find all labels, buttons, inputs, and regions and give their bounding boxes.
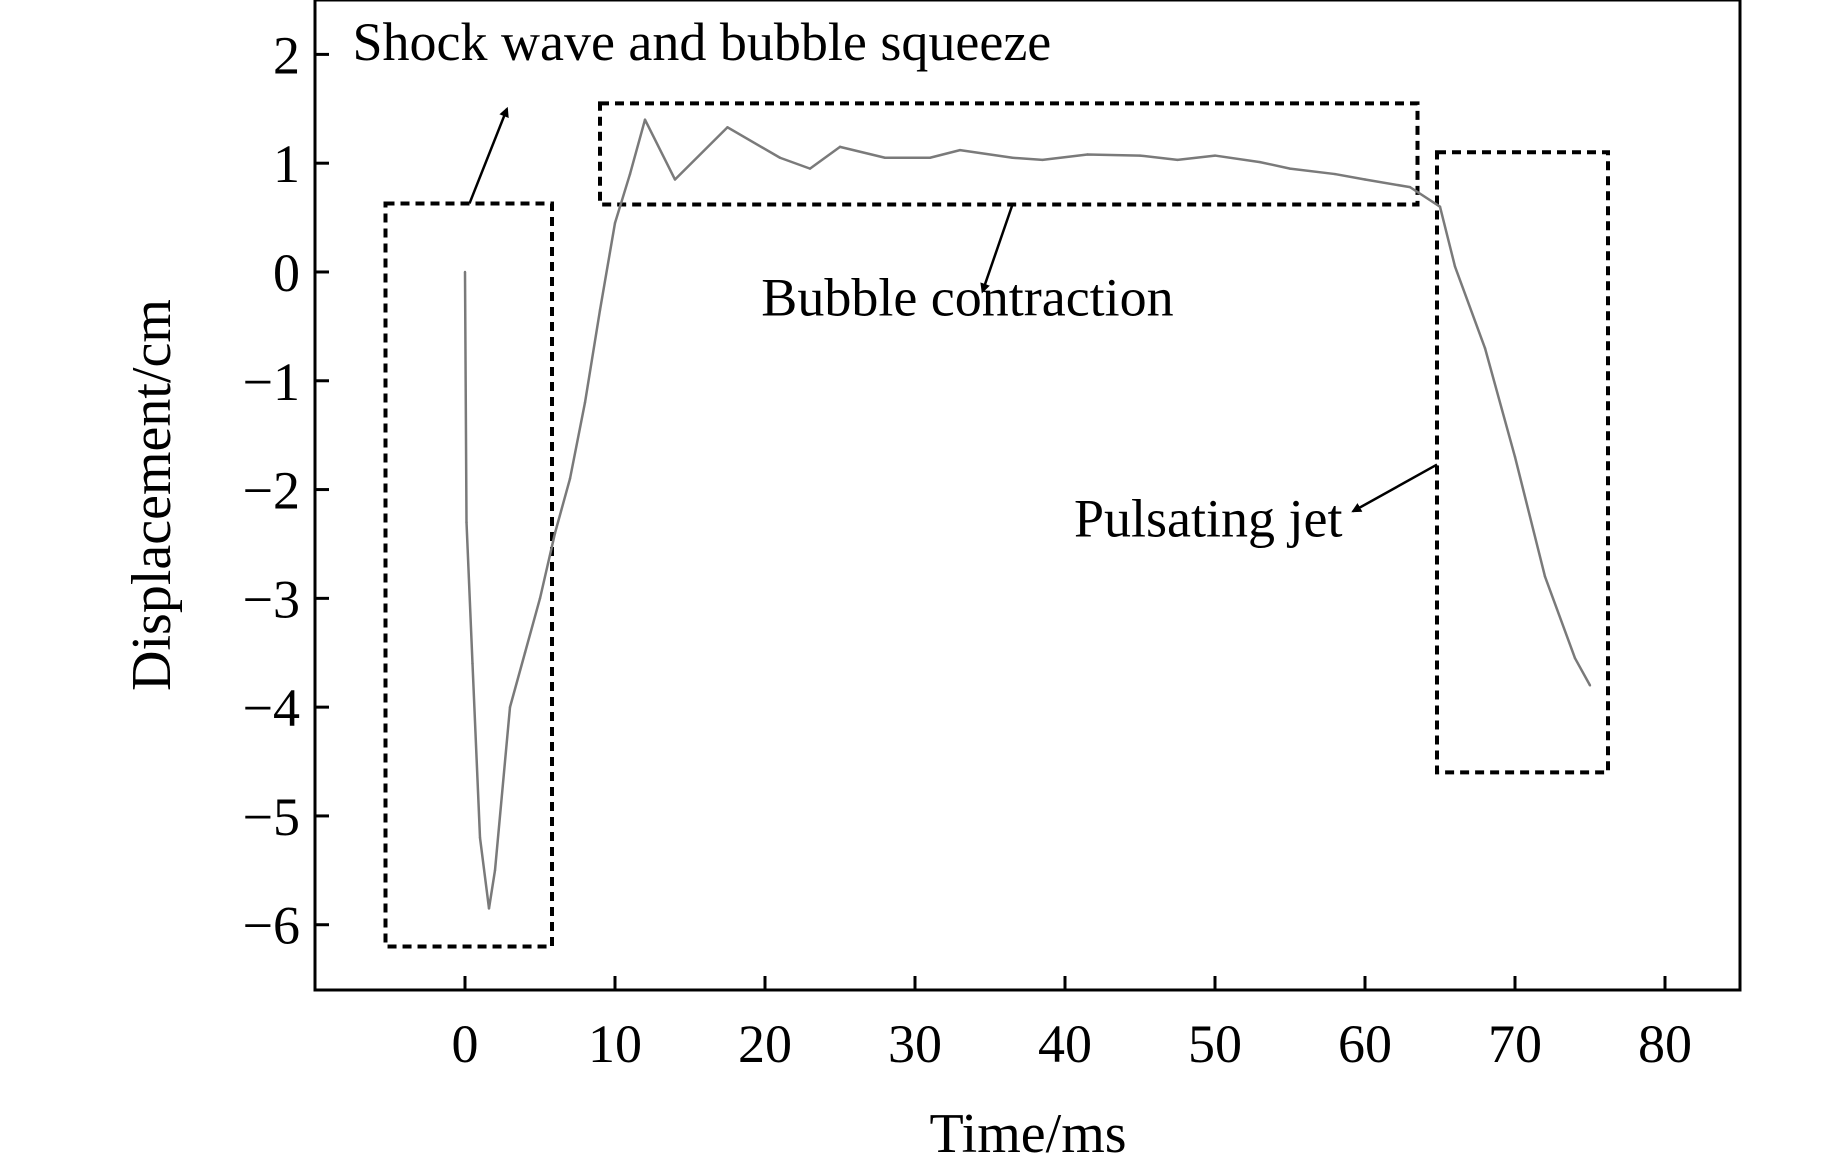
data-point	[465, 520, 468, 524]
annotation-label: Shock wave and bubble squeeze	[353, 12, 1052, 72]
annotation-box	[598, 101, 1420, 207]
annotation-box	[383, 201, 554, 949]
annotation-arrow	[1351, 463, 1438, 513]
x-tick-label: 60	[1338, 1014, 1392, 1074]
data-point	[1438, 205, 1442, 208]
data-point	[726, 126, 729, 129]
annotation-arrow	[980, 204, 1014, 294]
x-tick-label: 10	[588, 1014, 642, 1074]
data-point	[1041, 158, 1044, 162]
data-point	[508, 705, 512, 709]
data-point	[1333, 172, 1337, 176]
data-point	[1288, 167, 1292, 170]
data-point	[1513, 455, 1517, 459]
annotation-label: Bubble contraction	[761, 267, 1173, 327]
plot-frame	[313, 0, 1742, 992]
data-point	[958, 148, 962, 152]
y-axis-title: Displacement/cm	[121, 299, 183, 691]
data-point	[583, 401, 587, 404]
data-point	[471, 662, 474, 665]
data-point	[1213, 154, 1217, 157]
data-point	[598, 308, 602, 312]
data-point	[478, 836, 482, 839]
data-point	[493, 869, 497, 872]
data-point	[808, 167, 812, 170]
data-point	[1483, 346, 1487, 350]
x-tick-label: 80	[1638, 1014, 1692, 1074]
y-tick-label: −2	[243, 461, 300, 521]
data-point	[523, 651, 527, 654]
x-tick-label: 30	[888, 1014, 942, 1074]
data-point	[1176, 158, 1179, 162]
x-tick-label: 50	[1188, 1014, 1242, 1074]
y-tick-label: −4	[243, 678, 300, 738]
x-tick-label: 70	[1488, 1014, 1542, 1074]
data-point	[613, 221, 617, 225]
data-point	[553, 531, 557, 535]
data-point	[1138, 154, 1142, 157]
x-tick-label: 20	[738, 1014, 792, 1074]
y-axis-ticks: 2 1 0 −1 −2 −3 −4 −5 −6	[243, 25, 329, 956]
data-point	[487, 907, 491, 910]
y-tick-label: 0	[273, 243, 300, 303]
data-point	[838, 145, 842, 149]
y-tick-label: −6	[243, 896, 300, 956]
data-point	[673, 178, 677, 181]
data-point	[883, 156, 887, 159]
data-point	[538, 597, 542, 600]
x-axis-title: Time/ms	[929, 1103, 1126, 1165]
data-point	[568, 477, 572, 480]
annotation-label: Pulsating jet	[1074, 488, 1343, 548]
data-point	[928, 156, 932, 159]
data-point	[778, 156, 782, 159]
data-point	[1086, 153, 1089, 156]
data-point	[1588, 684, 1592, 687]
y-tick-label: −1	[243, 352, 300, 412]
data-point	[1258, 160, 1262, 164]
annotations: Shock wave and bubble squeeze Bubble cont…	[353, 12, 1610, 949]
x-axis-ticks: 0 10 20 30 40 50 60 70 80	[452, 976, 1692, 1074]
y-tick-label: −3	[243, 569, 300, 629]
data-point	[1011, 156, 1014, 159]
series-layer	[463, 118, 1592, 910]
y-tick-label: 1	[273, 134, 300, 194]
data-point	[1453, 265, 1457, 268]
data-point	[1408, 185, 1412, 189]
data-point	[1363, 178, 1367, 181]
data-point	[463, 270, 467, 274]
x-tick-label: 0	[452, 1014, 479, 1074]
y-tick-label: −5	[243, 787, 300, 847]
data-line	[463, 118, 1592, 910]
data-point	[643, 118, 647, 121]
data-point	[1543, 575, 1547, 578]
annotation-box	[1435, 150, 1610, 775]
y-tick-label: 2	[273, 25, 300, 85]
x-tick-label: 40	[1038, 1014, 1092, 1074]
annotation-arrow	[468, 106, 509, 204]
data-point	[628, 172, 632, 176]
data-point	[1573, 656, 1577, 660]
